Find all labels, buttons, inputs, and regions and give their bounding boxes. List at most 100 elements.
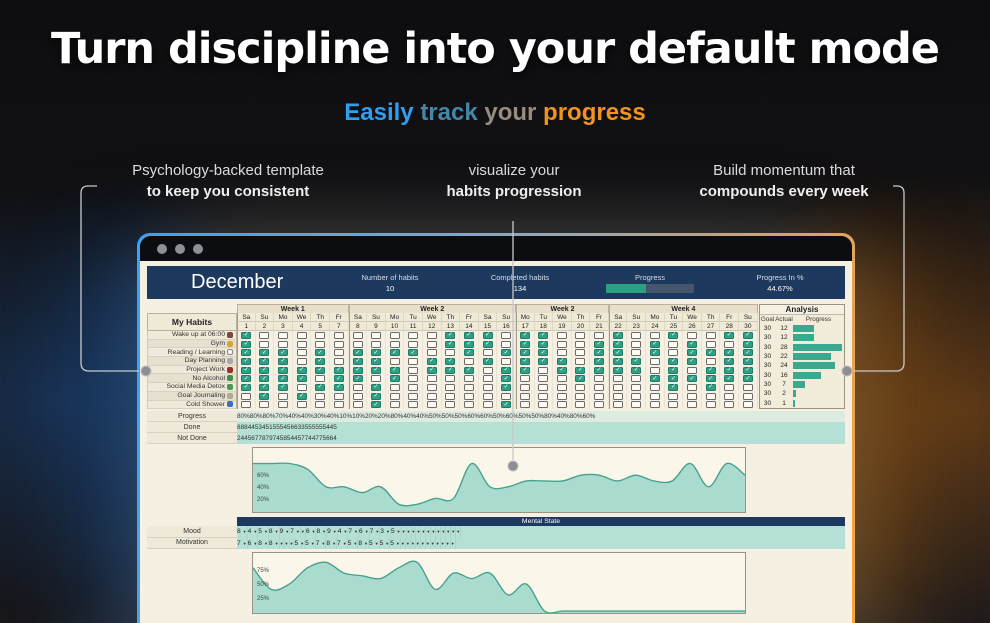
checkbox-unchecked[interactable] (241, 401, 252, 409)
checkbox-checked[interactable]: ✓ (705, 375, 716, 383)
mental-score-dropdown[interactable]: ▼ (456, 526, 462, 538)
mental-score-dropdown[interactable]: 8 ▼ (258, 537, 269, 550)
checkbox-checked[interactable]: ✓ (631, 366, 642, 374)
checkbox-unchecked[interactable] (594, 392, 605, 400)
mental-score-dropdown[interactable]: 7 ▼ (316, 537, 327, 550)
checkbox-checked[interactable]: ✓ (520, 340, 531, 348)
checkbox-unchecked[interactable] (315, 401, 326, 409)
checkbox-unchecked[interactable] (631, 349, 642, 357)
checkbox-unchecked[interactable] (277, 392, 288, 400)
mental-score-dropdown[interactable]: ▼ (412, 526, 417, 538)
checkbox-checked[interactable]: ✓ (613, 340, 624, 348)
checkbox-unchecked[interactable] (352, 331, 363, 339)
checkbox-unchecked[interactable] (575, 357, 586, 365)
checkbox-unchecked[interactable] (705, 340, 716, 348)
checkbox-checked[interactable]: ✓ (259, 392, 270, 400)
checkbox-checked[interactable]: ✓ (315, 357, 326, 365)
checkbox-unchecked[interactable] (482, 349, 493, 357)
checkbox-checked[interactable]: ✓ (277, 383, 288, 391)
checkbox-checked[interactable]: ✓ (594, 357, 605, 365)
mental-score-dropdown[interactable]: 5 ▼ (258, 526, 269, 538)
checkbox-checked[interactable]: ✓ (501, 349, 512, 357)
checkbox-checked[interactable]: ✓ (445, 331, 456, 339)
checkbox-unchecked[interactable] (705, 331, 716, 339)
checkbox-checked[interactable]: ✓ (556, 357, 567, 365)
checkbox-checked[interactable]: ✓ (687, 340, 698, 348)
mental-score-dropdown[interactable]: ▼ (426, 526, 432, 538)
checkbox-checked[interactable]: ✓ (649, 340, 660, 348)
mental-score-dropdown[interactable]: ▼ (451, 537, 456, 550)
checkbox-unchecked[interactable] (333, 349, 344, 357)
checkbox-unchecked[interactable] (668, 392, 679, 400)
mental-score-dropdown[interactable]: 4 ▼ (338, 526, 349, 538)
checkbox-unchecked[interactable] (389, 357, 400, 365)
checkbox-unchecked[interactable] (389, 340, 400, 348)
checkbox-unchecked[interactable] (742, 383, 753, 391)
checkbox-checked[interactable]: ✓ (742, 349, 753, 357)
mental-score-dropdown[interactable]: ▼ (446, 537, 451, 550)
checkbox-checked[interactable]: ✓ (315, 383, 326, 391)
checkbox-checked[interactable]: ✓ (352, 366, 363, 374)
checkbox-unchecked[interactable] (296, 349, 307, 357)
checkbox-unchecked[interactable] (520, 401, 531, 409)
checkbox-checked[interactable]: ✓ (538, 357, 549, 365)
checkbox-checked[interactable]: ✓ (315, 349, 326, 357)
checkbox-unchecked[interactable] (315, 340, 326, 348)
checkbox-checked[interactable]: ✓ (463, 366, 474, 374)
checkbox-checked[interactable]: ✓ (668, 331, 679, 339)
checkbox-checked[interactable]: ✓ (501, 401, 512, 409)
checkbox-unchecked[interactable] (742, 392, 753, 400)
checkbox-unchecked[interactable] (259, 331, 270, 339)
checkbox-checked[interactable]: ✓ (594, 366, 605, 374)
mental-score-dropdown[interactable]: 6 ▼ (248, 537, 259, 550)
checkbox-checked[interactable]: ✓ (668, 357, 679, 365)
checkbox-checked[interactable]: ✓ (259, 375, 270, 383)
checkbox-checked[interactable]: ✓ (482, 340, 493, 348)
checkbox-checked[interactable]: ✓ (389, 366, 400, 374)
checkbox-unchecked[interactable] (333, 401, 344, 409)
mental-score-dropdown[interactable]: ▼ (431, 526, 437, 538)
checkbox-checked[interactable]: ✓ (426, 366, 437, 374)
mental-score-dropdown[interactable]: ▼ (426, 537, 431, 550)
mental-score-dropdown[interactable]: ▼ (402, 526, 407, 538)
checkbox-checked[interactable]: ✓ (277, 366, 288, 374)
checkbox-unchecked[interactable] (241, 392, 252, 400)
checkbox-unchecked[interactable] (296, 340, 307, 348)
mental-score-dropdown[interactable]: ▼ (431, 537, 436, 550)
checkbox-checked[interactable]: ✓ (594, 340, 605, 348)
checkbox-unchecked[interactable] (575, 392, 586, 400)
checkbox-unchecked[interactable] (408, 375, 419, 383)
checkbox-unchecked[interactable] (538, 383, 549, 391)
checkbox-unchecked[interactable] (296, 401, 307, 409)
checkbox-unchecked[interactable] (315, 392, 326, 400)
mental-score-dropdown[interactable]: ▼ (285, 537, 290, 550)
checkbox-checked[interactable]: ✓ (389, 375, 400, 383)
checkbox-unchecked[interactable] (370, 340, 381, 348)
checkbox-unchecked[interactable] (649, 331, 660, 339)
checkbox-checked[interactable]: ✓ (742, 340, 753, 348)
checkbox-unchecked[interactable] (408, 357, 419, 365)
checkbox-checked[interactable]: ✓ (241, 357, 252, 365)
checkbox-unchecked[interactable] (296, 357, 307, 365)
checkbox-unchecked[interactable] (315, 375, 326, 383)
checkbox-checked[interactable]: ✓ (705, 383, 716, 391)
checkbox-checked[interactable]: ✓ (538, 340, 549, 348)
checkbox-unchecked[interactable] (389, 392, 400, 400)
checkbox-unchecked[interactable] (408, 331, 419, 339)
checkbox-checked[interactable]: ✓ (445, 357, 456, 365)
checkbox-checked[interactable]: ✓ (296, 392, 307, 400)
checkbox-checked[interactable]: ✓ (277, 375, 288, 383)
checkbox-unchecked[interactable] (408, 366, 419, 374)
checkbox-unchecked[interactable] (575, 340, 586, 348)
checkbox-unchecked[interactable] (501, 392, 512, 400)
checkbox-checked[interactable]: ✓ (241, 366, 252, 374)
checkbox-unchecked[interactable] (668, 349, 679, 357)
checkbox-checked[interactable]: ✓ (538, 349, 549, 357)
checkbox-checked[interactable]: ✓ (315, 366, 326, 374)
checkbox-checked[interactable]: ✓ (241, 331, 252, 339)
window-close-button[interactable] (157, 243, 167, 254)
mental-score-dropdown[interactable]: 7 ▼ (290, 526, 301, 538)
checkbox-checked[interactable]: ✓ (408, 349, 419, 357)
checkbox-checked[interactable]: ✓ (370, 383, 381, 391)
mental-score-dropdown[interactable]: 5 ▼ (390, 537, 401, 550)
